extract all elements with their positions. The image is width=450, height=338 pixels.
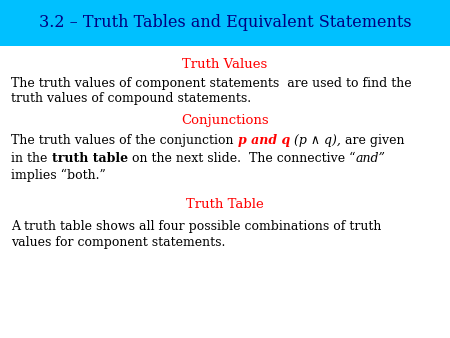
Text: A truth table shows all four possible combinations of truth: A truth table shows all four possible co…: [11, 220, 382, 234]
Text: are given: are given: [341, 134, 405, 147]
Text: on the next slide.  The connective “: on the next slide. The connective “: [128, 152, 355, 165]
Text: truth values of compound statements.: truth values of compound statements.: [11, 92, 252, 105]
Text: in the: in the: [11, 152, 52, 165]
Text: Conjunctions: Conjunctions: [181, 114, 269, 127]
Text: implies “both.”: implies “both.”: [11, 169, 106, 183]
Text: 3.2 – Truth Tables and Equivalent Statements: 3.2 – Truth Tables and Equivalent Statem…: [39, 14, 411, 31]
Text: The truth values of component statements  are used to find the: The truth values of component statements…: [11, 77, 412, 90]
Text: and”: and”: [355, 152, 385, 165]
Text: The truth values of the conjunction: The truth values of the conjunction: [11, 134, 238, 147]
Text: values for component statements.: values for component statements.: [11, 237, 225, 249]
Text: p and q: p and q: [238, 134, 290, 147]
Text: (p ∧ q),: (p ∧ q),: [290, 134, 341, 147]
Text: Truth Table: Truth Table: [186, 198, 264, 212]
Text: Truth Values: Truth Values: [182, 58, 268, 71]
Text: truth table: truth table: [52, 152, 128, 165]
